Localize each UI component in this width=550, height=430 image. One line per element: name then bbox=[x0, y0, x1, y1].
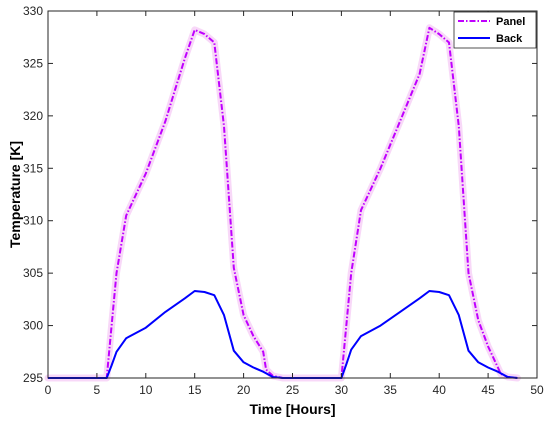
legend: Panel Back bbox=[453, 11, 537, 49]
legend-box bbox=[453, 11, 537, 49]
y-tick-label: 320 bbox=[23, 109, 43, 123]
x-tick-label: 15 bbox=[188, 383, 202, 397]
y-tick-label: 295 bbox=[23, 371, 43, 385]
y-tick-label: 325 bbox=[23, 56, 43, 70]
x-tick-label: 45 bbox=[481, 383, 495, 397]
x-tick-label: 35 bbox=[384, 383, 398, 397]
legend-label-back: Back bbox=[496, 33, 523, 45]
ticks-layer: 0 5 10 15 20 25 30 35 40 45 50 295 300 305 310 315 320 32… bbox=[23, 4, 544, 397]
x-tick-label: 0 bbox=[45, 383, 52, 397]
y-tick-label: 315 bbox=[23, 161, 43, 175]
series-line-panel bbox=[48, 26, 518, 379]
x-tick-label: 5 bbox=[94, 383, 101, 397]
y-axis-label: Temperature [K] bbox=[7, 141, 23, 248]
x-tick-label: 40 bbox=[433, 383, 447, 397]
y-tick-label: 305 bbox=[23, 266, 43, 280]
y-tick-label: 330 bbox=[23, 4, 43, 18]
x-tick-label: 20 bbox=[237, 383, 251, 397]
y-tick-label: 310 bbox=[23, 214, 43, 228]
x-axis-label: Time [Hours] bbox=[249, 401, 335, 417]
y-tick-label: 300 bbox=[23, 319, 43, 333]
x-tick-label: 25 bbox=[286, 383, 300, 397]
x-tick-label: 10 bbox=[139, 383, 153, 397]
x-tick-label: 50 bbox=[530, 383, 544, 397]
legend-label-panel: Panel bbox=[496, 16, 525, 28]
x-tick-label: 30 bbox=[335, 383, 349, 397]
